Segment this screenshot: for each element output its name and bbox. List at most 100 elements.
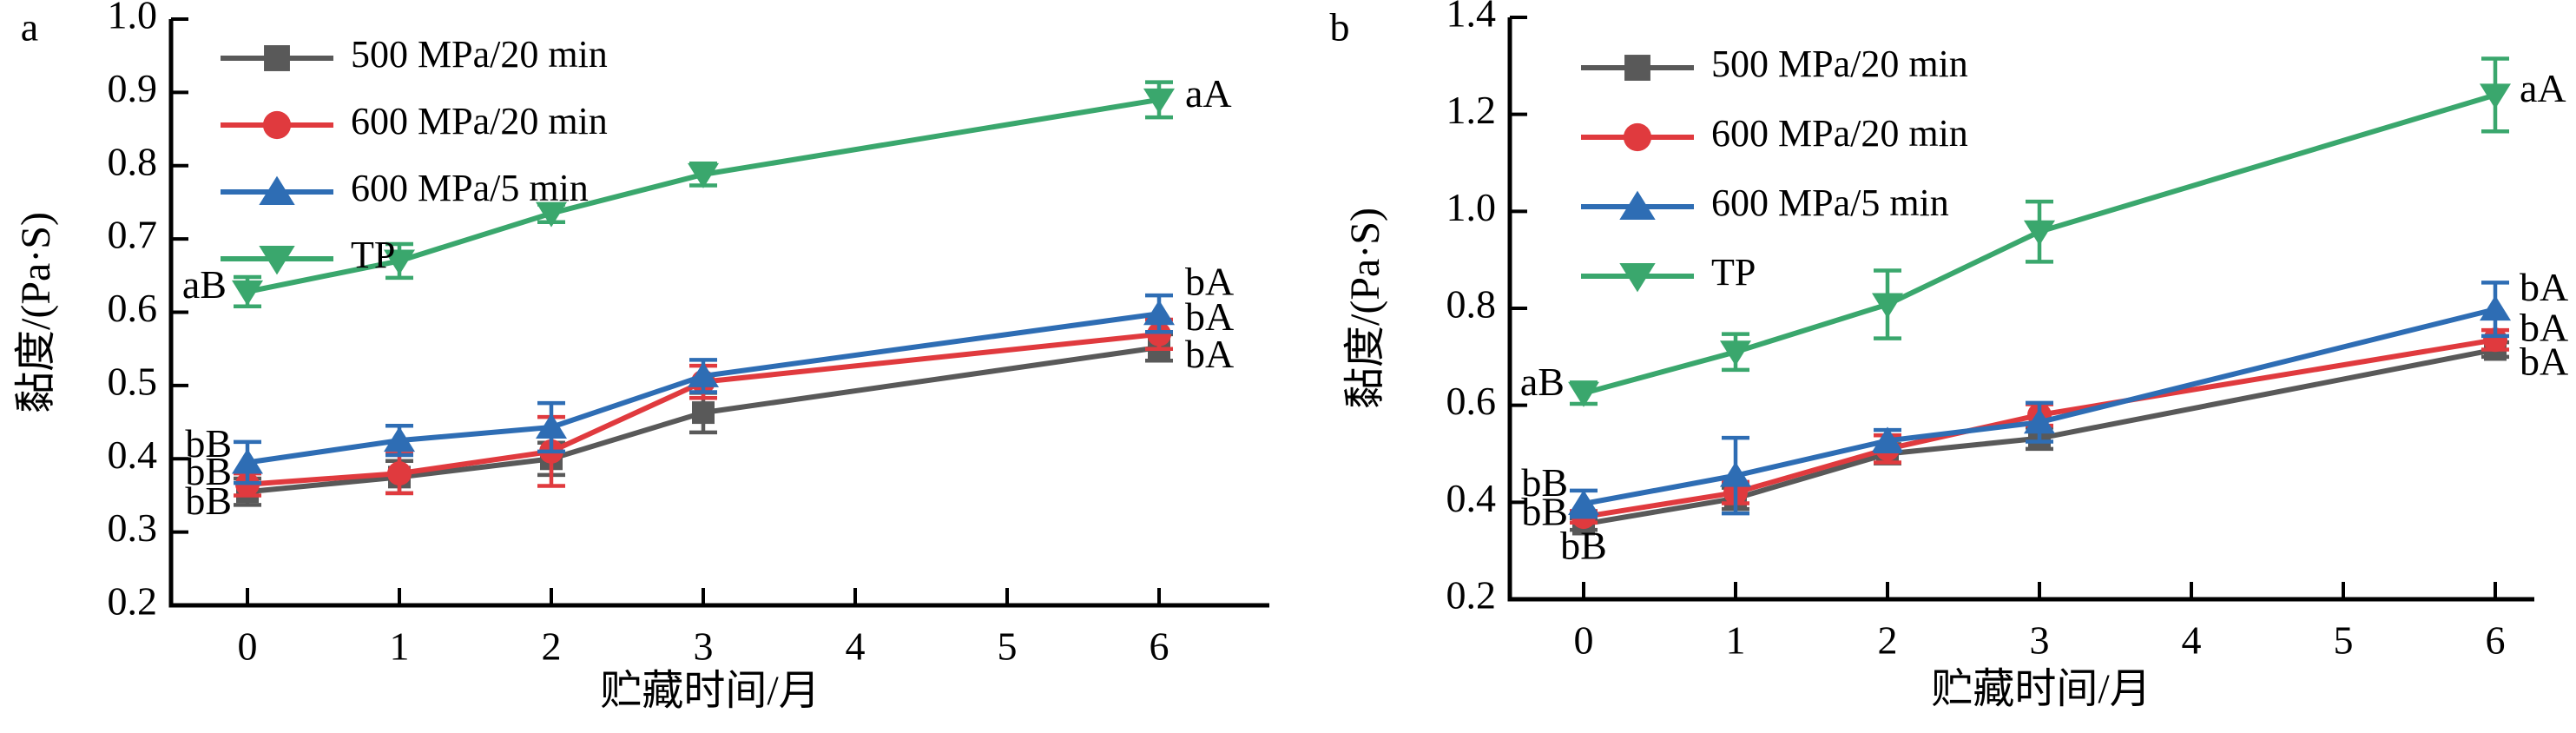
triangle-down-marker <box>1872 293 1903 319</box>
significance-label: bA <box>1185 294 1234 339</box>
legend-label: 600 MPa/5 min <box>1711 182 1949 224</box>
series-tp <box>1568 56 2511 407</box>
panel-letter: b <box>1330 5 1350 50</box>
x-tick-label: 5 <box>2334 618 2354 663</box>
chart-panel-a: 0.20.30.40.50.60.70.80.91.00 1 2 3 4 5 6aBbBbB… <box>13 0 1269 714</box>
x-tick-label: 3 <box>694 624 714 669</box>
triangle-up-marker <box>1720 461 1751 487</box>
legend-item: TP <box>1581 251 1756 294</box>
circle-marker <box>387 461 412 486</box>
x-axis-ticks: 0 1 2 3 4 5 6 <box>238 588 1169 669</box>
legend-label: TP <box>1711 251 1756 294</box>
significance-label: aA <box>2520 66 2566 110</box>
circle-marker <box>2483 327 2507 353</box>
y-axis-ticks: 0.2 0.3 0.4 0.5 0.6 0.7 0.8 0.9 1.0 <box>108 0 188 624</box>
x-tick-label: 2 <box>542 624 562 669</box>
triangle-up-marker <box>688 361 719 387</box>
triangle-up-legend-marker <box>1619 190 1656 220</box>
x-axis-title: 贮藏时间/月 <box>600 668 820 714</box>
significance-label: bB <box>1521 490 1568 534</box>
y-tick-label: 0.6 <box>108 286 158 330</box>
significance-label: bA <box>2520 265 2568 309</box>
legend-label: 600 MPa/5 min <box>351 167 589 209</box>
triangle-up-marker <box>536 413 567 439</box>
y-axis-title: 黏度/(Pa·S) <box>1342 208 1388 409</box>
y-tick-label: 0.3 <box>108 505 158 550</box>
triangle-up-marker <box>1872 426 1903 452</box>
triangle-down-marker <box>2480 83 2511 109</box>
x-tick-label: 1 <box>390 624 410 669</box>
triangle-down-marker <box>2024 220 2055 246</box>
legend-item: 600 MPa/5 min <box>1581 182 1949 224</box>
x-tick-label: 6 <box>1150 624 1169 669</box>
y-axis-ticks: 0.2 0.4 0.6 0.8 1.0 1.2 1.4 <box>1446 0 1527 617</box>
legend: 500 MPa/20 min 600 MPa/20 min 600 MPa/5 mi… <box>221 33 608 276</box>
triangle-down-legend-marker <box>259 246 295 275</box>
triangle-down-marker <box>1568 381 1599 407</box>
triangle-down-marker <box>688 162 719 188</box>
legend-label: 600 MPa/20 min <box>351 100 608 142</box>
significance-label: bB <box>185 449 232 493</box>
triangle-up-marker <box>384 426 415 452</box>
y-tick-label: 1.2 <box>1446 88 1497 132</box>
triangle-down-marker <box>1143 88 1175 114</box>
circle-legend-marker <box>262 110 292 140</box>
triangle-up-marker <box>232 448 263 474</box>
x-axis-ticks: 0 1 2 3 4 5 6 <box>1574 582 2506 663</box>
y-tick-label: 0.4 <box>1446 476 1497 520</box>
x-tick-label: 0 <box>1574 618 1594 663</box>
legend-label: TP <box>351 234 395 276</box>
x-tick-label: 5 <box>998 624 1018 669</box>
triangle-up-marker <box>1143 300 1175 326</box>
legend-item: 500 MPa/20 min <box>221 33 608 76</box>
x-tick-label: 6 <box>2486 618 2506 663</box>
series-600-mpa-5-min <box>1568 281 2511 519</box>
legend-label: 500 MPa/20 min <box>1711 43 1968 85</box>
x-axis-title: 贮藏时间/月 <box>1931 666 2151 712</box>
significance-label: aB <box>1520 360 1565 404</box>
x-tick-label: 3 <box>2030 618 2050 663</box>
x-tick-label: 4 <box>846 624 866 669</box>
triangle-up-legend-marker <box>259 175 295 205</box>
series-600-mpa-5-min <box>232 293 1175 485</box>
y-tick-label: 0.2 <box>1446 573 1497 617</box>
y-tick-label: 0.9 <box>108 66 158 110</box>
triangle-down-marker <box>536 201 567 228</box>
x-tick-label: 4 <box>2182 618 2202 663</box>
legend-label: 500 MPa/20 min <box>351 33 608 76</box>
square-legend-marker <box>264 45 290 71</box>
y-tick-label: 0.8 <box>1446 282 1497 327</box>
x-tick-label: 2 <box>1878 618 1898 663</box>
triangle-down-marker <box>1720 340 1751 366</box>
y-tick-label: 0.5 <box>108 359 158 403</box>
legend-item: 600 MPa/20 min <box>1581 112 1968 155</box>
y-tick-label: 0.2 <box>108 579 158 624</box>
legend-label: 600 MPa/20 min <box>1711 112 1968 155</box>
triangle-down-legend-marker <box>1619 263 1656 293</box>
triangle-up-marker <box>2024 408 2055 434</box>
triangle-up-marker <box>2480 295 2511 321</box>
significance-label: bB <box>1560 524 1607 568</box>
x-tick-label: 0 <box>238 624 258 669</box>
y-tick-label: 0.6 <box>1446 379 1497 423</box>
square-marker <box>692 401 715 425</box>
significance-label: bB <box>1521 460 1568 505</box>
chart-panel-b: 0.20.40.60.81.01.21.40 1 2 3 4 5 6aBbBbBbBaAbA… <box>1330 0 2569 712</box>
triangle-down-marker <box>232 280 263 306</box>
significance-label: bB <box>185 421 232 466</box>
legend-item: 600 MPa/5 min <box>221 167 589 209</box>
square-legend-marker <box>1624 55 1650 81</box>
significance-label: aB <box>182 262 227 307</box>
significance-label: bB <box>185 479 232 523</box>
circle-marker <box>1147 321 1171 347</box>
y-tick-label: 0.8 <box>108 139 158 183</box>
significance-label: bA <box>1185 332 1234 376</box>
panel-letter: a <box>21 5 38 50</box>
y-tick-label: 1.4 <box>1446 0 1497 36</box>
y-tick-label: 1.0 <box>108 0 158 37</box>
triangle-up-marker <box>1568 490 1599 516</box>
significance-label: bA <box>1185 260 1234 304</box>
